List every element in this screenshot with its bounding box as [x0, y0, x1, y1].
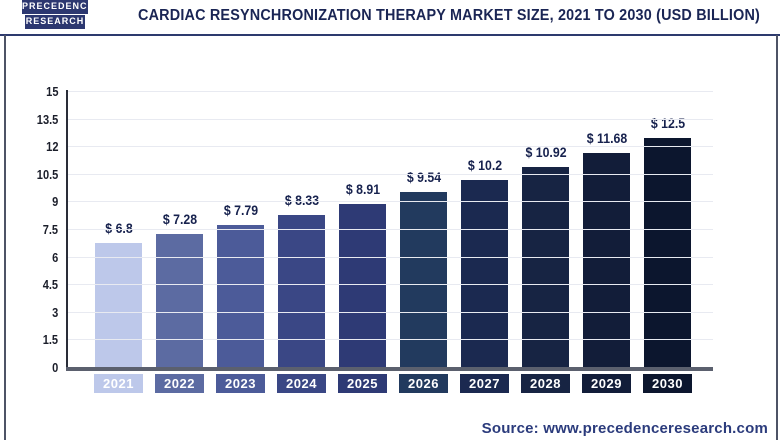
gridline: [68, 311, 713, 313]
gridline: [68, 201, 713, 203]
x-label-2023: 2023: [216, 374, 265, 393]
x-label-2028: 2028: [521, 374, 570, 393]
gridline: [68, 339, 713, 341]
y-axis-labels: 0 1.5 3 4.5 6 7.5 9 10.5 12 13.5 15: [0, 84, 58, 375]
bar-2022: [156, 234, 203, 368]
y-axis-line: [66, 90, 68, 369]
value-label-2029: $ 11.68: [586, 130, 627, 147]
y-tick-label: 12: [45, 139, 58, 155]
x-axis-line: [66, 367, 713, 371]
x-label-2030: 2030: [643, 374, 692, 393]
logo-text-precedence: PRECEDENCE: [22, 0, 88, 14]
bar-column-2024: $ 8.33: [271, 92, 332, 368]
y-tick-label: 6: [51, 249, 58, 265]
bar-2030: [644, 138, 691, 368]
brand-logo: PRECEDENCE RESEARCH: [22, 0, 88, 29]
logo-text-research: RESEARCH: [25, 15, 85, 29]
bars-row: $ 6.8 $ 7.28 $ 7.79 $ 8.33 $ 8.91 $ 9.54 $ 10.…: [88, 92, 698, 368]
y-tick-label: 0: [51, 360, 58, 375]
gridline: [68, 118, 713, 120]
value-label-2024: $ 8.33: [284, 191, 319, 208]
gridline: [68, 91, 713, 92]
bar-column-2023: $ 7.79: [210, 92, 271, 368]
bar-column-2027: $ 10.2: [454, 92, 515, 368]
x-label-2022: 2022: [155, 374, 204, 393]
bar-2024: [278, 214, 325, 368]
bar-column-2029: $ 11.68: [576, 92, 637, 368]
gridline: [68, 146, 713, 148]
bar-2021: [95, 242, 142, 368]
y-tick-label: 4.5: [42, 277, 58, 293]
y-tick-label: 15: [45, 84, 58, 99]
frame-border-right: [776, 35, 778, 440]
bar-2026: [400, 192, 447, 368]
value-label-2030: $ 12.5: [650, 115, 685, 131]
bar-column-2022: $ 7.28: [149, 92, 210, 368]
source-text: Source: www.precedenceresearch.com: [481, 420, 768, 437]
bar-2025: [339, 204, 386, 368]
chart-title: CARDIAC RESYNCHRONIZATION THERAPY MARKET…: [138, 7, 761, 24]
bar-2028: [522, 167, 569, 368]
gridline: [68, 256, 713, 258]
x-axis-labels: 2021 2022 2023 2024 2025 2026 2027 2028 2029 2030: [88, 374, 698, 393]
y-tick-label: 1.5: [42, 332, 58, 348]
x-label-2021: 2021: [94, 374, 143, 393]
frame-border-left: [4, 35, 6, 440]
y-tick-label: 9: [51, 194, 58, 210]
bar-column-2028: $ 10.92: [515, 92, 576, 368]
bar-2029: [583, 153, 630, 368]
x-label-2024: 2024: [277, 374, 326, 393]
value-label-2021: $ 6.8: [104, 219, 133, 236]
x-label-2027: 2027: [460, 374, 509, 393]
value-label-2023: $ 7.79: [223, 201, 258, 218]
y-tick-label: 10.5: [36, 166, 58, 182]
value-label-2022: $ 7.28: [162, 211, 197, 228]
bar-column-2025: $ 8.91: [332, 92, 393, 368]
value-label-2026: $ 9.54: [406, 169, 441, 186]
value-label-2025: $ 8.91: [345, 181, 380, 198]
gridline: [68, 229, 713, 230]
y-tick-label: 3: [51, 304, 58, 320]
x-label-2025: 2025: [338, 374, 387, 393]
x-label-2029: 2029: [582, 374, 631, 393]
gridline: [68, 173, 713, 175]
plot-area: $ 6.8 $ 7.28 $ 7.79 $ 8.33 $ 8.91 $ 9.54 $ 10.…: [68, 91, 713, 368]
gridline: [68, 284, 713, 286]
bar-column-2026: $ 9.54: [393, 92, 454, 368]
bar-column-2021: $ 6.8: [88, 92, 149, 368]
value-label-2028: $ 10.92: [524, 144, 567, 161]
bar-2023: [217, 224, 264, 368]
x-label-2026: 2026: [399, 374, 448, 393]
y-tick-label: 7.5: [42, 222, 58, 237]
value-label-2027: $ 10.2: [467, 157, 502, 174]
bar-column-2030: $ 12.5: [637, 92, 698, 368]
title-separator: [0, 34, 780, 36]
y-tick-label: 13.5: [36, 111, 58, 127]
bar-2027: [461, 180, 508, 368]
